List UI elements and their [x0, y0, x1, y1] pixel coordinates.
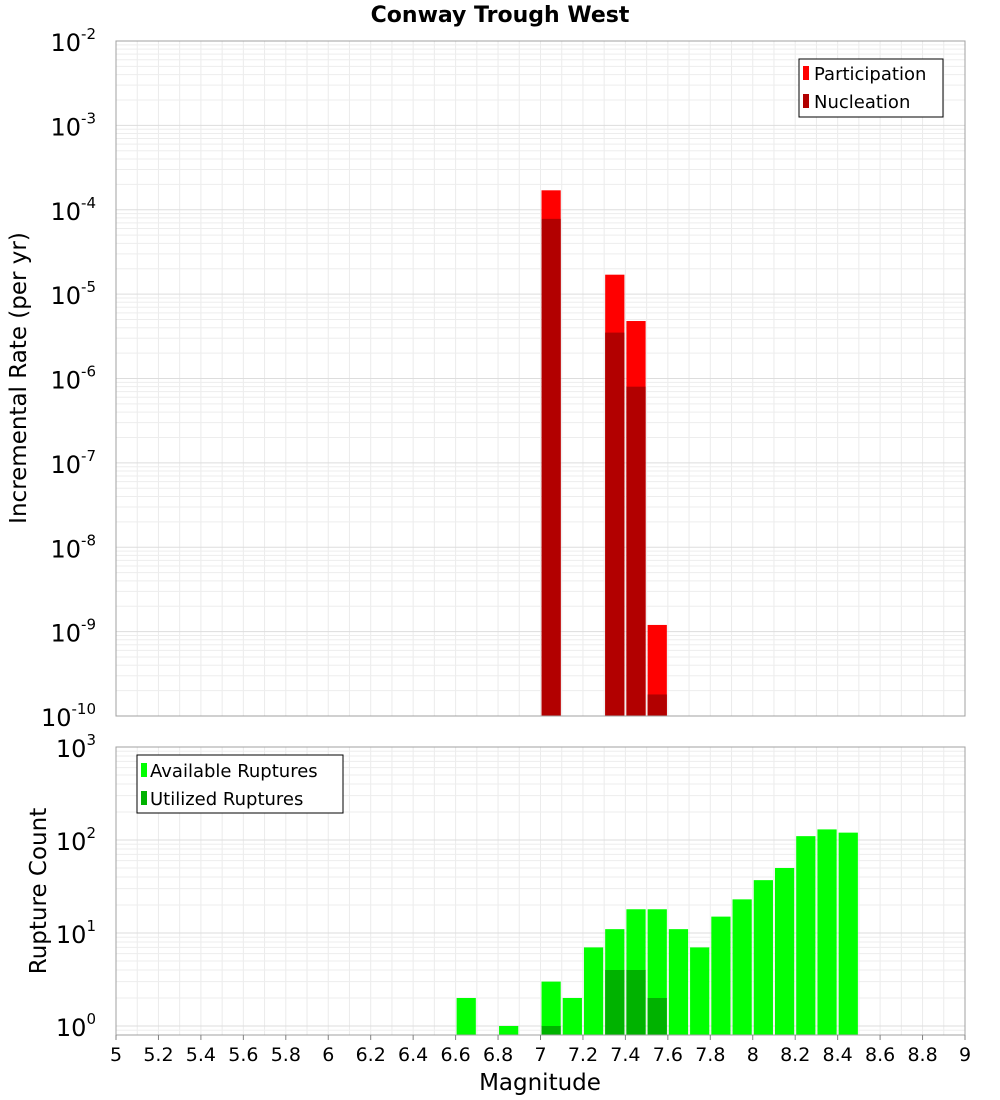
count-plot-y-axis-label: Rupture Count [26, 808, 52, 974]
chart-title: Conway Trough West [371, 3, 630, 28]
x-tick-label: 6.8 [483, 1044, 513, 1066]
rate-y-tick-label: 10-5 [50, 278, 96, 310]
rate-y-tick-label: 10-6 [50, 363, 96, 395]
legend-label-utilized: Utilized Ruptures [150, 789, 303, 810]
x-tick-label: 7 [534, 1044, 546, 1066]
x-tick-label: 6.2 [356, 1044, 386, 1066]
rate-bar-nucleation [626, 386, 646, 716]
rate-plot-grid [115, 40, 966, 717]
count-bar-available-ruptures [774, 867, 795, 1035]
legend-label-participation: Participation [814, 64, 926, 85]
rate-y-tick-label: 10-2 [50, 25, 96, 57]
count-y-tick-label: 103 [56, 731, 96, 763]
count-bar-available-ruptures [583, 947, 604, 1035]
x-tick-label: 6.6 [440, 1044, 470, 1066]
count-bar-available-ruptures [499, 1025, 519, 1035]
x-tick-label: 6.4 [398, 1044, 428, 1066]
count-plot-y-ticks: 100 101 102 103 [56, 731, 96, 1042]
rate-bar-nucleation [647, 694, 667, 716]
rate-bar-nucleation [541, 218, 561, 716]
count-bar-available-ruptures [838, 832, 858, 1035]
rate-y-tick-label: 10-7 [50, 447, 96, 479]
rate-y-tick-label: 10-8 [50, 531, 96, 563]
legend-swatch-available [141, 763, 147, 777]
count-bar-available-ruptures [796, 836, 816, 1035]
count-bar-available-ruptures [732, 899, 752, 1035]
legend-swatch-utilized [141, 791, 147, 805]
x-axis-label: Magnitude [479, 1070, 601, 1096]
x-tick-label: 8.4 [823, 1044, 853, 1066]
count-bar-utilized-ruptures [605, 969, 625, 1035]
x-tick-label: 8 [747, 1044, 759, 1066]
legend-swatch-nucleation [803, 94, 809, 108]
count-bar-utilized-ruptures [541, 1025, 561, 1035]
x-tick-label: 8.8 [907, 1044, 937, 1066]
x-tick-label: 6 [322, 1044, 334, 1066]
x-tick-label: 8.6 [865, 1044, 895, 1066]
x-tick-label: 5.8 [271, 1044, 301, 1066]
legend-swatch-participation [803, 66, 809, 80]
rate-y-tick-label: 10-3 [50, 109, 96, 141]
count-bar-utilized-ruptures [647, 997, 667, 1035]
count-y-tick-label: 102 [56, 824, 96, 856]
rate-y-tick-label: 10-9 [50, 616, 96, 648]
rate-plot-legend: Participation Nucleation [798, 58, 944, 118]
count-bar-available-ruptures [711, 916, 731, 1035]
rate-bar-nucleation [605, 332, 625, 716]
x-tick-label: 7.8 [695, 1044, 725, 1066]
x-tick-label: 9 [959, 1044, 971, 1066]
legend-label-available: Available Ruptures [150, 761, 318, 782]
rate-plot-y-ticks: 10-10 10-9 10-8 10-7 10-6 10-5 10-4 10-3 10-2 [41, 25, 96, 732]
count-y-tick-label: 101 [56, 917, 96, 949]
count-bar-available-ruptures [817, 829, 837, 1035]
count-legend-box [136, 754, 344, 814]
count-bar-available-ruptures [690, 947, 710, 1035]
count-plot-legend: Available Ruptures Utilized Ruptures [136, 754, 344, 814]
count-bar-utilized-ruptures [626, 969, 646, 1035]
x-tick-label: 7.6 [653, 1044, 683, 1066]
rate-plot-frame [115, 40, 966, 717]
count-bar-available-ruptures [753, 880, 773, 1035]
x-tick-label: 5.6 [228, 1044, 258, 1066]
rate-plot-y-axis-label: Incremental Rate (per yr) [6, 232, 32, 524]
rate-plot-bars [541, 190, 667, 716]
legend-label-nucleation: Nucleation [814, 92, 910, 113]
x-tick-label: 8.2 [780, 1044, 810, 1066]
count-bar-available-ruptures [541, 981, 561, 1035]
rate-y-tick-label: 10-10 [41, 700, 96, 732]
count-plot-bars [456, 829, 858, 1035]
rate-bar-participation [647, 624, 667, 716]
count-y-tick-label: 100 [56, 1010, 96, 1042]
rate-legend-box [798, 58, 944, 118]
count-bar-available-ruptures [562, 997, 582, 1035]
x-tick-label: 5.4 [186, 1044, 216, 1066]
x-tick-label: 5 [110, 1044, 122, 1066]
x-tick-label: 7.2 [568, 1044, 598, 1066]
count-bar-available-ruptures [456, 997, 476, 1035]
count-bar-available-ruptures [668, 929, 689, 1035]
x-tick-label: 5.2 [143, 1044, 173, 1066]
count-plot-x-ticks: 5 5.2 5.4 5.6 5.8 6 6.2 6.4 6.6 6.8 7 7.2 7.4 7.6 7.8 8… [110, 1035, 971, 1066]
rate-y-tick-label: 10-4 [50, 194, 96, 226]
x-tick-label: 7.4 [610, 1044, 640, 1066]
